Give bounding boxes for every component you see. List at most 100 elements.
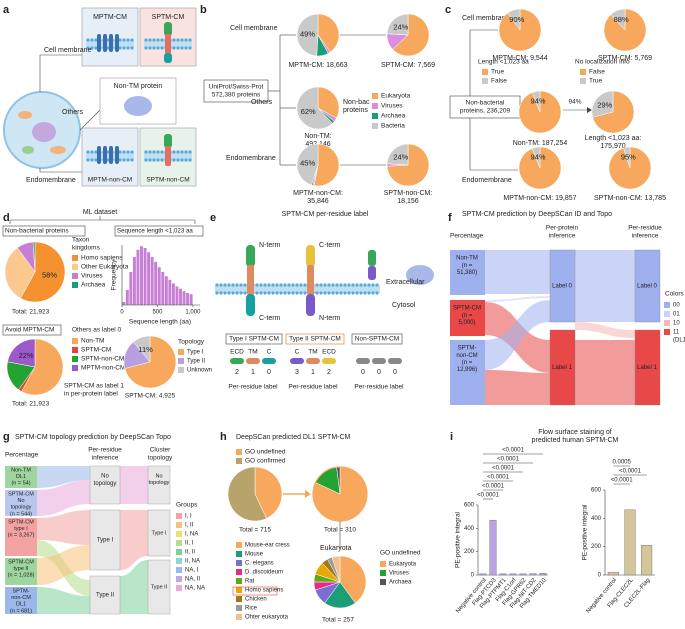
legend-label: 01 xyxy=(673,312,680,318)
lipid xyxy=(283,283,287,287)
legend-swatch xyxy=(178,358,184,364)
legend-label: NA, NA xyxy=(185,586,205,592)
protein xyxy=(124,96,152,116)
pie-slice xyxy=(296,86,333,130)
legend-swatch xyxy=(176,522,182,528)
legend-swatch xyxy=(72,273,78,279)
y-tick-label: 600 xyxy=(591,488,602,494)
shape xyxy=(225,333,283,345)
shape xyxy=(388,358,402,364)
legend-swatch xyxy=(236,449,242,455)
lipid xyxy=(106,38,110,42)
pie-label: 24% xyxy=(393,152,408,161)
label: TM xyxy=(248,349,257,356)
flow xyxy=(37,510,90,545)
lipid xyxy=(160,150,164,154)
lipid xyxy=(287,291,291,295)
y-tick-label: 0 xyxy=(598,573,602,579)
shape xyxy=(262,358,276,364)
lipid xyxy=(275,283,279,287)
y-tick-label: 200 xyxy=(591,544,602,550)
shape xyxy=(2,225,86,237)
legend-swatch xyxy=(178,349,184,355)
label: Type II xyxy=(96,593,114,599)
shape xyxy=(103,34,107,52)
panel-letter: c xyxy=(445,4,451,16)
legend-label: MPTM-non-CM xyxy=(81,365,125,372)
legend-label: I, II xyxy=(185,523,194,529)
lipid xyxy=(231,291,235,295)
lipid xyxy=(130,46,134,50)
legend-label: Viruses xyxy=(81,273,103,280)
label: Per-residue xyxy=(628,225,662,232)
pie-slice xyxy=(507,8,521,31)
arrowhead xyxy=(587,107,592,113)
lipid xyxy=(339,283,343,287)
lipid xyxy=(86,158,90,162)
lipid xyxy=(118,38,122,42)
label: ECD xyxy=(230,349,244,356)
label: 18,156 xyxy=(397,198,419,205)
label: DL1 xyxy=(16,474,26,480)
histogram-bar xyxy=(143,248,147,305)
lipid xyxy=(323,283,327,287)
legend-swatch xyxy=(664,320,670,326)
pie-slice xyxy=(296,143,319,186)
lipid xyxy=(184,158,188,162)
lipid xyxy=(319,291,323,295)
label: SPTM-non-CM: 13,785 xyxy=(594,195,666,202)
label: Per-protein xyxy=(546,225,579,232)
lipid xyxy=(339,291,343,295)
lipid xyxy=(291,291,295,295)
shape xyxy=(89,509,121,571)
histogram-bar xyxy=(157,267,161,305)
lipid xyxy=(156,150,160,154)
flow xyxy=(485,300,550,370)
lipid xyxy=(347,291,351,295)
label: (n = xyxy=(462,263,473,269)
organelle xyxy=(22,146,34,154)
legend-swatch xyxy=(236,578,242,584)
legend-label: False xyxy=(589,69,605,76)
label: Non-bac xyxy=(343,99,370,106)
shape xyxy=(450,340,485,405)
pie-slice xyxy=(7,338,36,368)
legend-label: II, NA xyxy=(185,559,200,565)
legend-swatch xyxy=(236,605,242,611)
label: 0 xyxy=(361,369,365,376)
lipid xyxy=(126,38,130,42)
lipid xyxy=(94,46,98,50)
lipid xyxy=(267,291,271,295)
label: Non-TM protein xyxy=(114,83,163,90)
histogram-bar xyxy=(168,279,172,305)
histogram-bar xyxy=(182,291,186,305)
lipid xyxy=(118,158,122,162)
shape xyxy=(634,249,661,323)
label: SPTM-CM xyxy=(8,519,34,525)
label: Total = 715 xyxy=(239,527,271,534)
lipid xyxy=(259,291,263,295)
lipid xyxy=(90,150,94,154)
legend-swatch xyxy=(72,356,78,362)
lipid xyxy=(180,46,184,50)
shape xyxy=(164,53,172,63)
label: Avoid MPTM-CM xyxy=(5,327,54,334)
pie-label: 62% xyxy=(301,107,316,116)
legend-label: Archaea xyxy=(81,282,106,289)
bar xyxy=(624,509,636,576)
pie-slice xyxy=(610,8,626,31)
y-tick-label: 600 xyxy=(464,503,475,509)
label: Sequence length <1,023 aa xyxy=(117,228,193,235)
label: SPTM-CM xyxy=(8,491,34,497)
shape xyxy=(306,245,315,267)
lipid xyxy=(363,291,367,295)
label: Endomembrane xyxy=(226,155,276,162)
label: Label 1 xyxy=(637,365,657,371)
label: 12,996) xyxy=(457,367,477,373)
label: SPTM-CM prediction by DeepSCan ID and To… xyxy=(462,211,612,218)
lipid xyxy=(176,46,180,50)
pie-slice xyxy=(386,13,409,36)
shape xyxy=(114,225,204,237)
label: Length <1,023 aa xyxy=(478,59,529,66)
label: Percentage xyxy=(450,233,484,240)
